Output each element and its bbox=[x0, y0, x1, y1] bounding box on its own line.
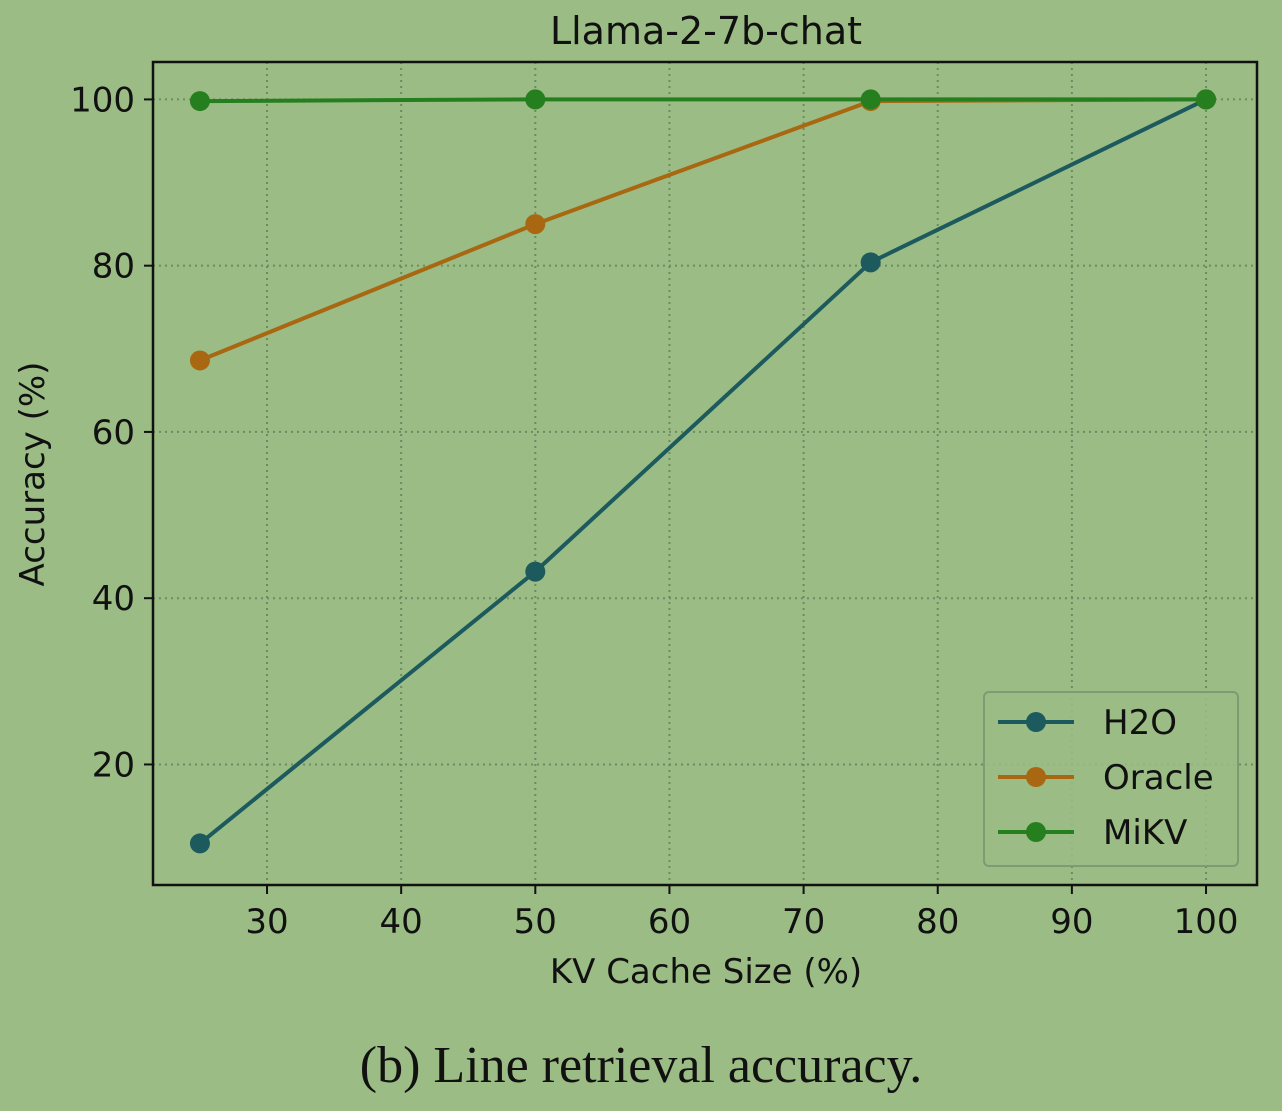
legend: H2O Oracle MiKV bbox=[983, 691, 1239, 867]
x-tick-label: 60 bbox=[648, 902, 691, 942]
x-tick-label: 80 bbox=[916, 902, 959, 942]
x-tick-label: 50 bbox=[514, 902, 557, 942]
plot-frame bbox=[151, 60, 1259, 887]
legend-item-h2o: H2O bbox=[998, 703, 1177, 743]
series-line-h2o bbox=[198, 97, 1207, 845]
x-tick-label: 100 bbox=[1174, 902, 1239, 942]
data-point-mikv bbox=[189, 91, 210, 112]
y-tick-label: 100 bbox=[70, 80, 135, 120]
chart-title: Llama-2-7b-chat bbox=[550, 9, 862, 53]
legend-marker-h2o bbox=[1026, 712, 1046, 732]
data-point-oracle bbox=[525, 214, 546, 235]
y-tick-label: 40 bbox=[92, 579, 135, 619]
legend-box bbox=[983, 691, 1239, 867]
data-point-mikv bbox=[1196, 89, 1217, 110]
legend-item-mikv: MiKV bbox=[998, 813, 1187, 853]
y-tick-label: 60 bbox=[92, 413, 135, 453]
series-mikv bbox=[189, 89, 1217, 112]
legend-label-oracle: Oracle bbox=[1103, 758, 1214, 798]
legend-marker-mikv bbox=[1026, 822, 1046, 842]
y-axis-ticks: 20 40 60 80 100 bbox=[70, 80, 153, 785]
data-point-h2o bbox=[189, 833, 210, 854]
data-point-h2o bbox=[860, 252, 881, 273]
x-axis-ticks: 30 40 50 60 70 80 90 100 bbox=[245, 885, 1238, 942]
legend-item-oracle: Oracle bbox=[998, 758, 1214, 798]
data-point-mikv bbox=[525, 89, 546, 110]
series-line-mikv bbox=[199, 97, 1206, 104]
legend-label-h2o: H2O bbox=[1103, 703, 1177, 743]
data-point-oracle bbox=[189, 350, 210, 371]
x-tick-label: 30 bbox=[245, 902, 288, 942]
series-oracle bbox=[189, 89, 1217, 371]
y-tick-label: 80 bbox=[92, 247, 135, 287]
x-tick-label: 40 bbox=[380, 902, 423, 942]
figure-caption: (b) Line retrieval accuracy. bbox=[359, 1037, 923, 1094]
legend-marker-oracle bbox=[1026, 767, 1046, 787]
data-point-h2o bbox=[525, 561, 546, 582]
x-tick-label: 90 bbox=[1050, 902, 1093, 942]
y-axis-label: Accuracy (%) bbox=[13, 362, 53, 587]
series-layer bbox=[189, 89, 1217, 854]
y-tick-label: 20 bbox=[92, 745, 135, 785]
data-point-mikv bbox=[860, 89, 881, 110]
x-tick-label: 70 bbox=[782, 902, 825, 942]
x-axis-label: KV Cache Size (%) bbox=[550, 952, 862, 992]
series-line-oracle bbox=[199, 97, 1207, 363]
legend-label-mikv: MiKV bbox=[1103, 813, 1187, 853]
